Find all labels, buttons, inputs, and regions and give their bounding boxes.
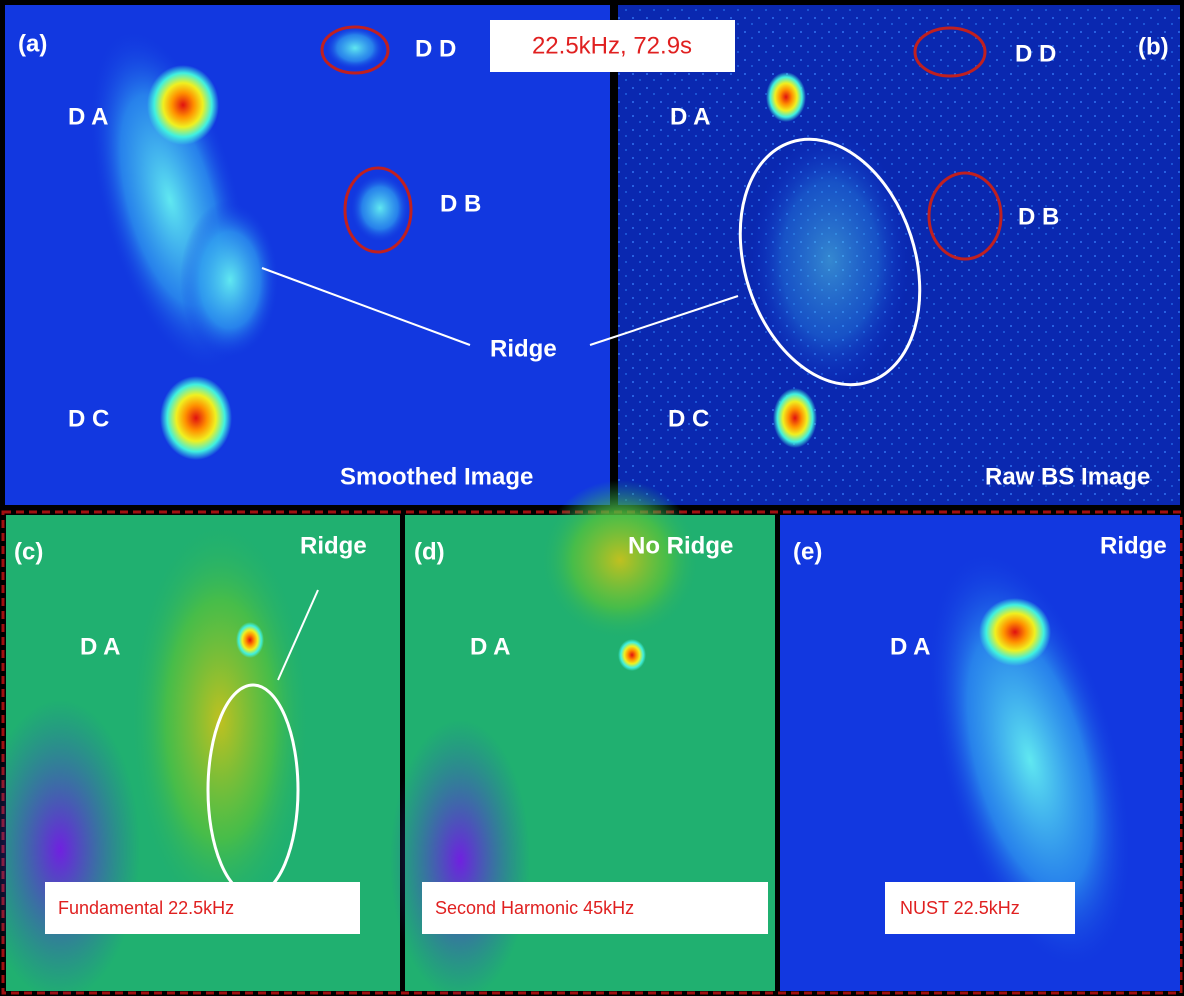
panel-caption: Second Harmonic 45kHz xyxy=(435,898,634,918)
annotation: D D xyxy=(415,35,456,62)
annotation: D A xyxy=(68,103,108,130)
annotation: D A xyxy=(80,633,120,660)
panel-caption: Fundamental 22.5kHz xyxy=(58,898,234,918)
high-region xyxy=(540,480,700,640)
annotation: D A xyxy=(470,633,510,660)
panel-label: (b) xyxy=(1138,33,1169,60)
panel-caption: NUST 22.5kHz xyxy=(900,898,1020,918)
target-blob xyxy=(618,639,646,671)
annotation: Ridge xyxy=(300,532,367,559)
annotation: D A xyxy=(890,633,930,660)
target-blob xyxy=(979,598,1051,666)
annotation: D C xyxy=(668,405,709,432)
annotation: D B xyxy=(440,190,481,217)
ridge-label: Ridge xyxy=(490,335,557,362)
ridge-glow xyxy=(750,130,910,390)
panel-label: (d) xyxy=(414,538,445,565)
target-blob xyxy=(236,622,264,658)
title: 22.5kHz, 72.9s xyxy=(532,32,692,59)
target-blob xyxy=(766,72,806,122)
annotation: D B xyxy=(1018,203,1059,230)
annotation: No Ridge xyxy=(628,532,733,559)
figure: 22.5kHz, 72.9s Ridge (a) Smoothed Image … xyxy=(0,0,1184,996)
low-region xyxy=(390,720,530,996)
panel-caption: Smoothed Image xyxy=(340,463,533,490)
annotation: Ridge xyxy=(1100,532,1167,559)
annotation: D C xyxy=(68,405,109,432)
target-blob xyxy=(160,376,232,460)
panel-label: (a) xyxy=(18,30,47,57)
panel-label: (c) xyxy=(14,538,43,565)
target-blob xyxy=(350,173,410,243)
annotation: D A xyxy=(670,103,710,130)
annotation: D D xyxy=(1015,40,1056,67)
panel-label: (e) xyxy=(793,538,822,565)
panel-caption: Raw BS Image xyxy=(985,463,1150,490)
ridge-glow xyxy=(180,200,280,360)
target-blob xyxy=(147,65,219,145)
target-blob xyxy=(773,388,817,448)
